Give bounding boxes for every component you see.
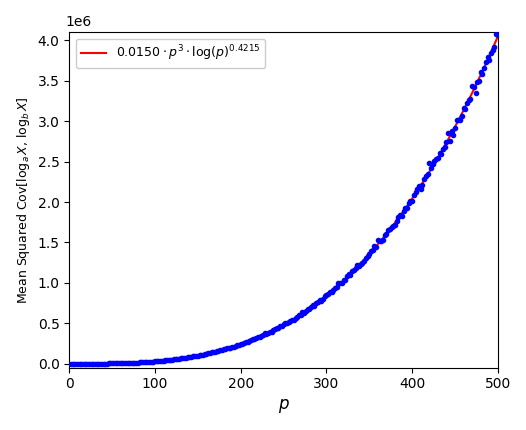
$0.0150 \cdot p^3 \cdot \log(p)^{0.4215}$ <box>68 361 74 366</box>
$0.0150 \cdot p^3 \cdot \log(p)^{0.4215}$ <box>495 34 501 39</box>
Legend: $0.0150 \cdot p^3 \cdot \log(p)^{0.4215}$: $0.0150 \cdot p^3 \cdot \log(p)^{0.4215}… <box>76 39 265 68</box>
$0.0150 \cdot p^3 \cdot \log(p)^{0.4215}$ <box>482 62 489 67</box>
$0.0150 \cdot p^3 \cdot \log(p)^{0.4215}$ <box>264 331 270 336</box>
Y-axis label: Mean Squared Cov[$\log_a X$, $\log_b X$]: Mean Squared Cov[$\log_a X$, $\log_b X$] <box>15 96 32 304</box>
$0.0150 \cdot p^3 \cdot \log(p)^{0.4215}$ <box>89 361 96 366</box>
Text: 1e6: 1e6 <box>65 15 91 29</box>
$0.0150 \cdot p^3 \cdot \log(p)^{0.4215}$ <box>276 325 282 330</box>
X-axis label: $p$: $p$ <box>278 397 289 415</box>
$0.0150 \cdot p^3 \cdot \log(p)^{0.4215}$ <box>404 203 410 209</box>
$0.0150 \cdot p^3 \cdot \log(p)^{0.4215}$ <box>482 62 489 68</box>
Line: $0.0150 \cdot p^3 \cdot \log(p)^{0.4215}$: $0.0150 \cdot p^3 \cdot \log(p)^{0.4215}… <box>71 37 498 364</box>
